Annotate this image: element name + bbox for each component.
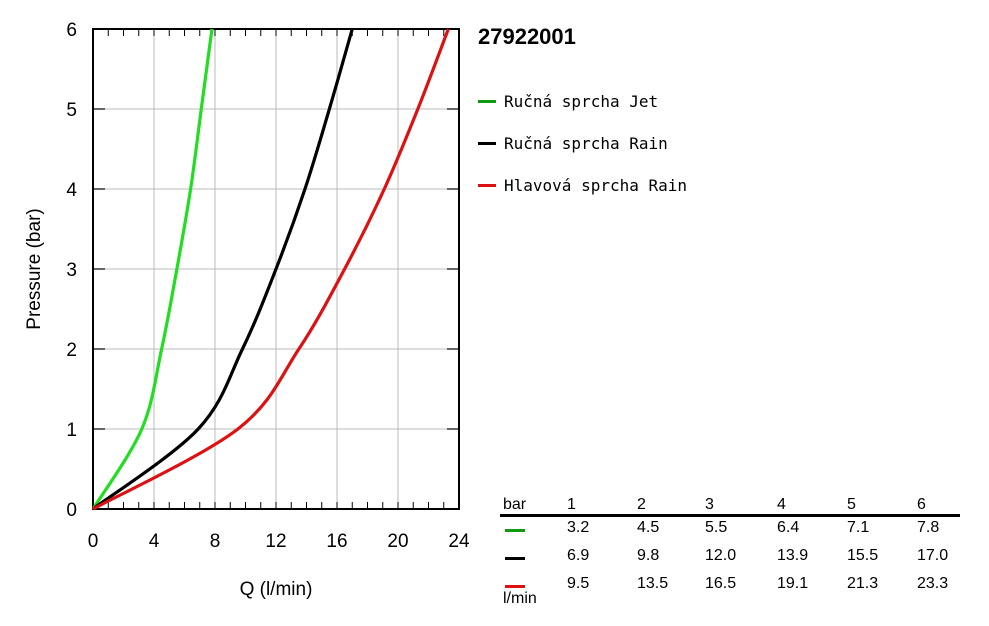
legend-item-rain-hand: Ručná sprcha Rain — [478, 122, 687, 164]
table-cell: 7.1 — [847, 519, 870, 536]
table-header: 4 — [777, 496, 786, 513]
y-tick-label: 3 — [66, 260, 77, 281]
table-cell: 23.3 — [917, 575, 949, 592]
series-curves — [91, 28, 450, 511]
y-axis-label: Pressure (bar) — [24, 208, 45, 329]
table-cell: 13.9 — [777, 547, 809, 564]
table-cell: 15.5 — [847, 547, 879, 564]
table-cell: 21.3 — [847, 575, 879, 592]
series-line-0 — [91, 28, 214, 510]
series-line-1 — [92, 28, 354, 511]
legend-label-rain-hand: Ručná sprcha Rain — [504, 133, 668, 153]
table-cell: 17.0 — [917, 547, 949, 564]
table-cell: 19.1 — [777, 575, 809, 592]
table-cell: 7.8 — [917, 519, 940, 536]
table-header: 2 — [637, 496, 646, 513]
y-tick-label: 2 — [66, 340, 77, 361]
y-tick-label: 4 — [66, 180, 77, 201]
legend-item-rain-head: Hlavová sprcha Rain — [478, 164, 687, 206]
y-tick-label: 1 — [66, 420, 77, 441]
table-row: 9.5 13.5 16.5 19.1 21.3 23.3 — [500, 573, 960, 601]
table-unit-bar: bar — [503, 496, 527, 513]
legend: Ručná sprcha Jet Ručná sprcha Rain Hlavo… — [478, 80, 687, 206]
series-line-2 — [92, 28, 450, 511]
table-cell: 4.5 — [637, 519, 660, 536]
x-axis-label: Q (l/min) — [240, 579, 313, 600]
legend-label-jet: Ručná sprcha Jet — [504, 91, 659, 111]
table-cell: 6.4 — [777, 519, 800, 536]
x-tick-label: 24 — [448, 531, 470, 552]
table-header-row: bar 1 2 3 4 5 6 — [500, 494, 960, 517]
table-swatch-jet — [505, 529, 525, 532]
y-tick-label: 6 — [66, 20, 77, 41]
flow-table: bar 1 2 3 4 5 6 3.2 4.5 5.5 6.4 7.1 7.8 … — [500, 494, 960, 601]
table-row: 3.2 4.5 5.5 6.4 7.1 7.8 — [500, 517, 960, 545]
y-tick-label: 0 — [66, 500, 77, 521]
x-tick-label: 20 — [387, 531, 408, 552]
table-cell: 13.5 — [637, 575, 669, 592]
legend-swatch-rain-hand — [478, 141, 496, 145]
table-swatch-rain-head — [505, 585, 525, 588]
table-swatch-rain-hand — [505, 557, 525, 560]
table-header: 6 — [917, 496, 926, 513]
table-cell: 16.5 — [705, 575, 737, 592]
x-tick-label: 0 — [88, 531, 99, 552]
x-tick-label: 4 — [149, 531, 160, 552]
y-tick-label: 5 — [66, 100, 77, 121]
x-tick-label: 8 — [210, 531, 221, 552]
table-cell: 5.5 — [705, 519, 728, 536]
table-header: 1 — [567, 496, 576, 513]
chart-title: 27922001 — [478, 24, 576, 49]
legend-item-jet: Ručná sprcha Jet — [478, 80, 687, 122]
table-row: 6.9 9.8 12.0 13.9 15.5 17.0 — [500, 545, 960, 573]
table-cell: 9.8 — [637, 547, 660, 564]
table-cell: 3.2 — [567, 519, 590, 536]
table-cell: 12.0 — [705, 547, 737, 564]
x-tick-label: 16 — [326, 531, 347, 552]
table-header: 3 — [705, 496, 714, 513]
table-cell: 6.9 — [567, 547, 590, 564]
table-unit-lmin: l/min — [503, 590, 537, 607]
axis-ticks — [93, 28, 459, 510]
table-cell: 9.5 — [567, 575, 590, 592]
legend-label-rain-head: Hlavová sprcha Rain — [504, 175, 688, 195]
table-header: 5 — [847, 496, 856, 513]
legend-swatch-rain-head — [478, 183, 496, 187]
legend-swatch-jet — [478, 99, 496, 103]
x-tick-label: 12 — [265, 531, 286, 552]
